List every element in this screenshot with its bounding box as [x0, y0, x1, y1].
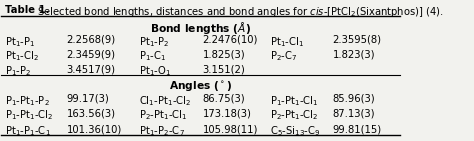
Text: Table 1.: Table 1. [5, 5, 49, 15]
Text: 99.81(15): 99.81(15) [332, 125, 382, 135]
Text: Pt$_1$-Cl$_1$: Pt$_1$-Cl$_1$ [271, 35, 305, 49]
Text: 2.3595(8): 2.3595(8) [332, 35, 382, 45]
Text: Pt$_1$-P$_2$: Pt$_1$-P$_2$ [138, 35, 169, 49]
Text: 99.17(3): 99.17(3) [67, 94, 109, 104]
Text: Pt$_1$-P$_1$-C$_1$: Pt$_1$-P$_1$-C$_1$ [5, 125, 51, 138]
Text: 86.75(3): 86.75(3) [202, 94, 245, 104]
Text: 2.2476(10): 2.2476(10) [202, 35, 258, 45]
Text: Selected bond lengths, distances and bond angles for $cis$-[PtCl$_2$(Sixantphos): Selected bond lengths, distances and bon… [34, 5, 444, 19]
Text: 3.151(2): 3.151(2) [202, 64, 245, 74]
Text: Pt$_1$-Cl$_2$: Pt$_1$-Cl$_2$ [5, 50, 39, 63]
Text: P$_2$-C$_7$: P$_2$-C$_7$ [271, 50, 298, 63]
Text: Cl$_1$-Pt$_1$-Cl$_2$: Cl$_1$-Pt$_1$-Cl$_2$ [138, 94, 191, 108]
Text: 1.823(3): 1.823(3) [332, 50, 375, 60]
Text: Bond lengths ($\AA$): Bond lengths ($\AA$) [150, 20, 251, 36]
Text: Angles ($^\circ$): Angles ($^\circ$) [169, 79, 232, 93]
Text: P$_1$-Pt$_1$-Cl$_1$: P$_1$-Pt$_1$-Cl$_1$ [271, 94, 319, 108]
Text: Pt$_1$-P$_2$-C$_7$: Pt$_1$-P$_2$-C$_7$ [138, 125, 184, 138]
Text: P$_1$-Pt$_1$-Cl$_2$: P$_1$-Pt$_1$-Cl$_2$ [5, 109, 53, 122]
Text: P$_1$-Pt$_1$-P$_2$: P$_1$-Pt$_1$-P$_2$ [5, 94, 49, 108]
Text: 173.18(3): 173.18(3) [202, 109, 251, 119]
Text: Pt$_1$-P$_1$: Pt$_1$-P$_1$ [5, 35, 35, 49]
Text: P$_1$-C$_1$: P$_1$-C$_1$ [138, 50, 166, 63]
Text: 101.36(10): 101.36(10) [67, 125, 122, 135]
Text: 87.13(3): 87.13(3) [332, 109, 375, 119]
Text: P$_2$-Pt$_1$-Cl$_1$: P$_2$-Pt$_1$-Cl$_1$ [138, 109, 187, 122]
Text: 163.56(3): 163.56(3) [67, 109, 116, 119]
Text: 85.96(3): 85.96(3) [332, 94, 375, 104]
Text: Pt$_1$-O$_1$: Pt$_1$-O$_1$ [138, 64, 171, 78]
Text: 3.4517(9): 3.4517(9) [67, 64, 116, 74]
Text: P$_2$-Pt$_1$-Cl$_2$: P$_2$-Pt$_1$-Cl$_2$ [271, 109, 319, 122]
Text: 105.98(11): 105.98(11) [202, 125, 258, 135]
Text: 2.3459(9): 2.3459(9) [67, 50, 116, 60]
Text: 2.2568(9): 2.2568(9) [67, 35, 116, 45]
Text: P$_1$-P$_2$: P$_1$-P$_2$ [5, 64, 31, 78]
Text: 1.825(3): 1.825(3) [202, 50, 245, 60]
Text: C$_5$-Si$_{13}$-C$_9$: C$_5$-Si$_{13}$-C$_9$ [271, 125, 321, 138]
